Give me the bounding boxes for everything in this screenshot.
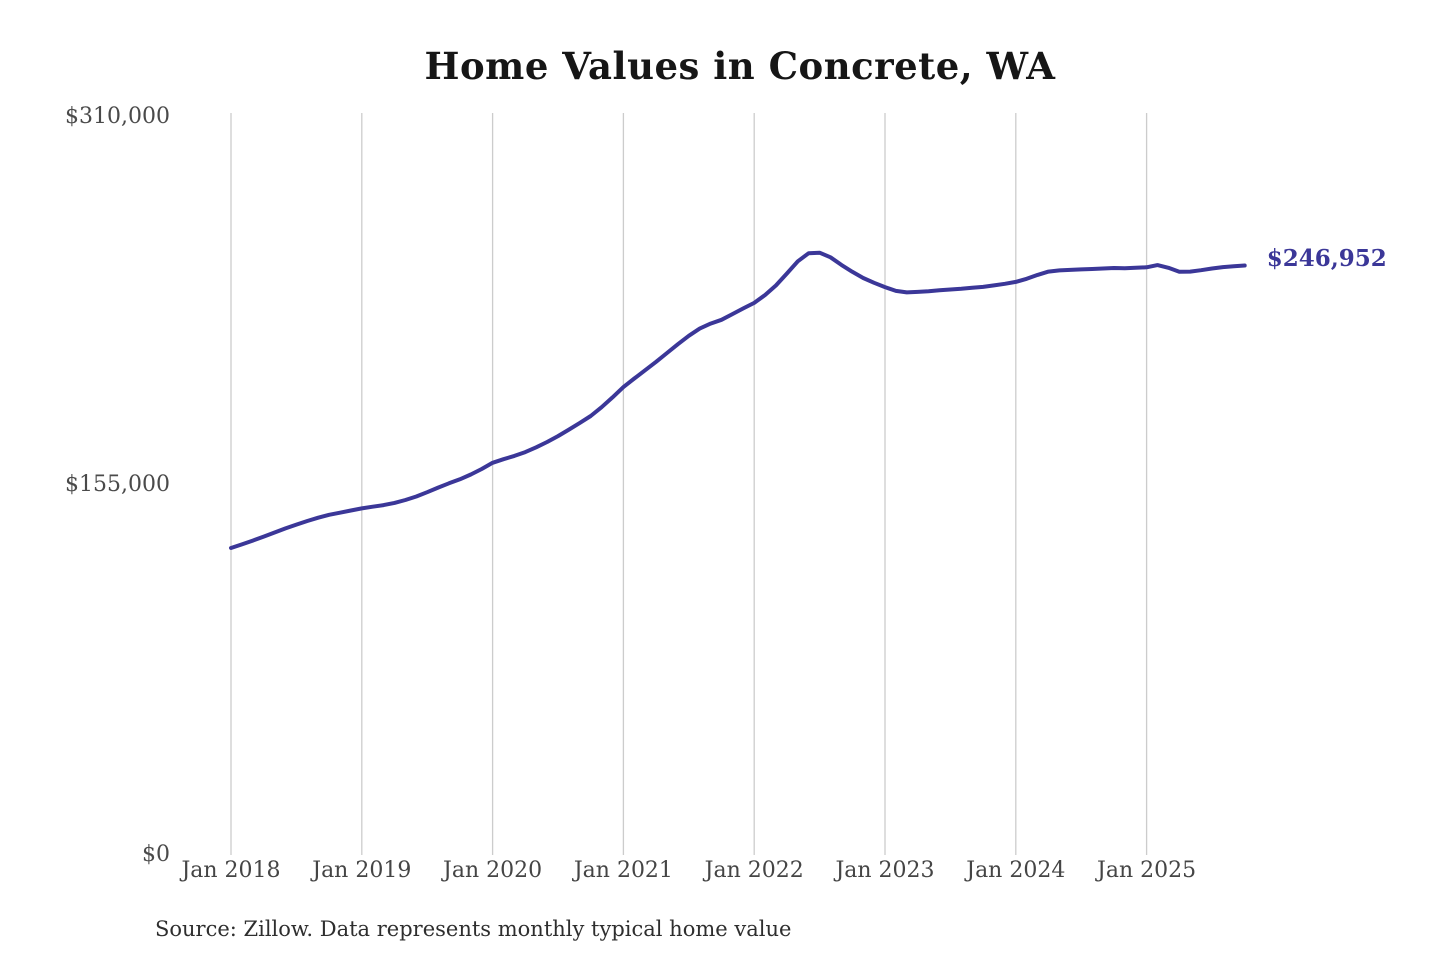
x-axis-tick-label: Jan 2020 [443,858,543,883]
y-axis-tick-label-310000: $310,000 [65,104,170,129]
x-axis-tick-label: Jan 2021 [573,858,673,883]
x-axis-tick-label: Jan 2022 [704,858,804,883]
x-axis-tick-label: Jan 2024 [966,858,1066,883]
x-axis: Jan 2018 Jan 2019 Jan 2020 Jan 2021 Jan 2022… [0,858,1440,892]
home-value-line [229,250,1247,550]
x-axis-tick-label: Jan 2025 [1097,858,1197,883]
x-axis-tick-label: Jan 2023 [835,858,935,883]
current-value-annotation: $246,952 [1266,244,1387,272]
y-axis-tick-label-0: $0 [142,842,170,867]
x-axis-tick-label: Jan 2018 [181,858,281,883]
chart-title: Home Values in Concrete, WA [424,44,1056,88]
source-note: Source: Zillow. Data represents monthly … [155,917,792,941]
y-axis-tick-label-155000: $155,000 [65,472,170,497]
x-axis-tick-label: Jan 2019 [312,858,412,883]
